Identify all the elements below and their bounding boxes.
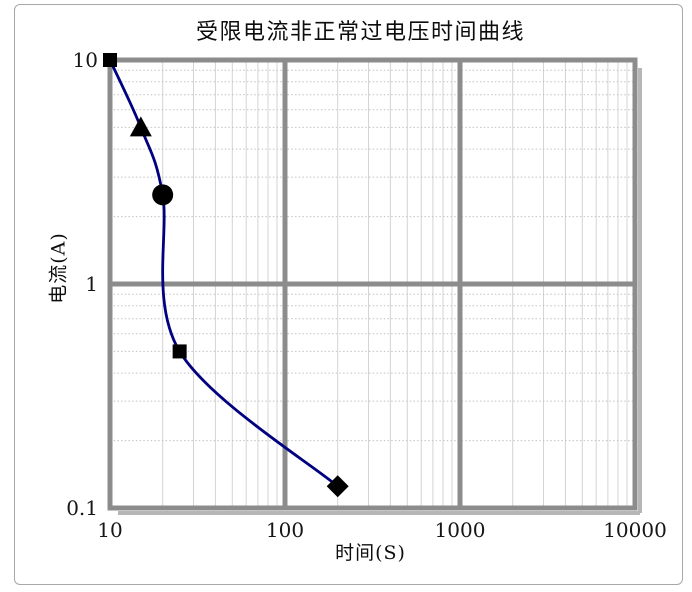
chart-title: 受限电流非正常过电压时间曲线 xyxy=(195,20,525,45)
plot-border xyxy=(107,57,638,511)
marker-diamond xyxy=(326,475,349,498)
marker-circle xyxy=(152,184,174,206)
curve-line xyxy=(108,58,340,488)
x-axis-label: 时间(S) xyxy=(335,542,406,564)
x-tick-label: 10 xyxy=(97,518,123,542)
y-tick-label: 1 xyxy=(85,272,98,296)
y-tick-label: 0.1 xyxy=(66,496,98,520)
marker-triangle xyxy=(129,116,152,137)
y-tick-label: 10 xyxy=(72,48,98,72)
x-tick-label: 100 xyxy=(265,518,305,542)
x-tick-label: 1000 xyxy=(434,518,486,542)
marker-square xyxy=(172,344,187,359)
marker-square xyxy=(103,53,117,67)
plot-border-shadow xyxy=(118,68,642,515)
figure-border xyxy=(14,4,683,585)
x-tick-label: 10000 xyxy=(603,518,667,542)
